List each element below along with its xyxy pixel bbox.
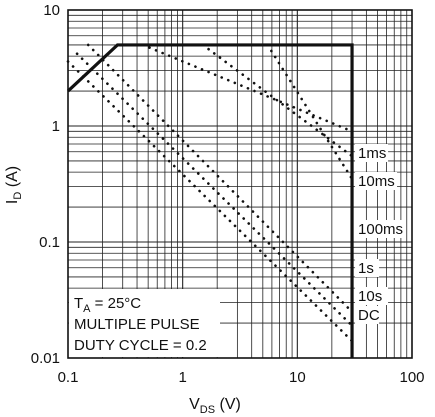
series-label-100ms: 100ms: [358, 221, 403, 238]
legend-ta-line: TA = 25°C: [74, 295, 141, 315]
y-tick-label: 10: [43, 2, 60, 19]
x-tick-labels: 0.1 1 10 100: [58, 369, 425, 386]
legend-background: [69, 289, 220, 357]
series-label-bg: [355, 144, 389, 162]
series-label-bg: [355, 220, 407, 238]
x-tick-label: 1: [178, 369, 186, 386]
series-labels: 1ms 10ms 100ms 1s 10s DC: [355, 144, 407, 324]
curve-1s: [86, 43, 354, 314]
curve-DC: [66, 60, 354, 343]
legend-duty-cycle: DUTY CYCLE = 0.2: [74, 337, 207, 354]
x-tick-label: 0.1: [58, 369, 79, 386]
curve-100ms: [266, 43, 354, 181]
curve-1ms: [141, 43, 354, 133]
series-label-bg: [355, 259, 380, 277]
y-tick-label: 0.01: [31, 350, 60, 367]
legend-multiple-pulse: MULTIPLE PULSE: [74, 316, 200, 333]
series-label-1s: 1s: [358, 260, 374, 277]
x-tick-label: 100: [399, 369, 424, 386]
x-axis-title: VDS (V): [189, 396, 241, 416]
series-label-bg: [355, 287, 389, 305]
series-label-10s: 10s: [358, 288, 382, 305]
curves: [66, 43, 354, 343]
y-axis-title: ID (A): [4, 166, 24, 204]
y-tick-label: 1: [52, 118, 60, 135]
plot-frame: [67, 9, 413, 359]
series-label-bg: [355, 172, 398, 190]
x-tick-label: 10: [289, 369, 306, 386]
soa-boundary-line: [66, 43, 354, 358]
legend-box: TA = 25°C MULTIPLE PULSE DUTY CYCLE = 0.…: [69, 289, 220, 357]
curve-10s: [75, 52, 354, 327]
series-label-DC: DC: [358, 307, 380, 324]
series-label-1ms: 1ms: [358, 145, 386, 162]
y-tick-labels: 10 1 0.1 0.01: [31, 2, 60, 367]
y-tick-label: 0.1: [39, 234, 60, 251]
series-label-10ms: 10ms: [358, 173, 395, 190]
series-label-bg: [355, 306, 380, 324]
curve-10ms: [201, 43, 354, 158]
